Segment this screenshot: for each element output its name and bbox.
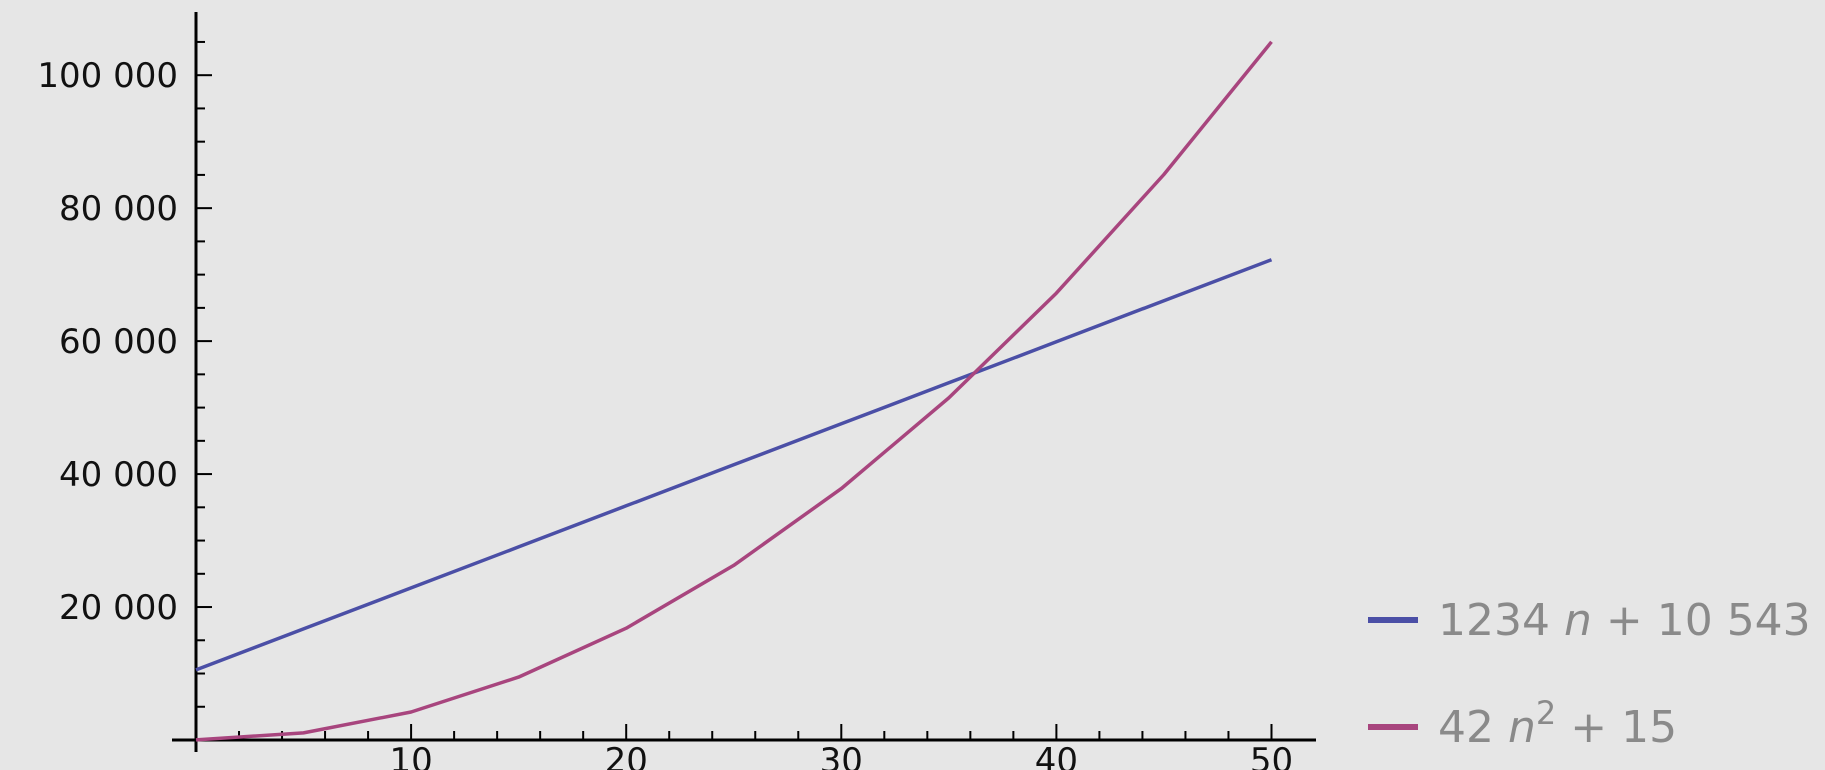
y-tick-label: 40 000 [59, 455, 178, 495]
legend-rest-linear: + 10 543 [1592, 595, 1811, 646]
axes: 10 20 30 40 50 20 000 40 000 60 000 80 000 100 00… [37, 12, 1316, 770]
y-tick-label: 80 000 [59, 189, 178, 229]
legend-item-linear: 1234 n + 10 543 [1368, 595, 1811, 646]
legend-sup-quadratic: 2 [1536, 694, 1556, 732]
legend-var-quadratic: n [1508, 702, 1536, 753]
x-tick-label: 40 [1035, 741, 1078, 770]
y-tick-label: 100 000 [37, 56, 178, 96]
legend-label-quadratic: 42 n2 + 15 [1438, 694, 1677, 753]
legend-coef-linear: 1234 [1438, 595, 1550, 646]
series-line-quadratic [195, 40, 1273, 742]
legend-label-linear: 1234 n + 10 543 [1438, 595, 1811, 646]
x-tick-label: 50 [1250, 741, 1293, 770]
x-tick-label: 10 [389, 741, 432, 770]
y-tick-label: 20 000 [59, 588, 178, 628]
y-tick-label: 60 000 [59, 322, 178, 362]
legend: 1234 n + 10 543 42 n2 + 15 [1368, 595, 1811, 753]
x-tick-label: 30 [820, 741, 863, 770]
x-tick-label: 20 [605, 741, 648, 770]
legend-coef-quadratic: 42 [1438, 702, 1494, 753]
legend-item-quadratic: 42 n2 + 15 [1368, 694, 1677, 753]
legend-var-linear: n [1564, 595, 1592, 646]
series-layer [195, 40, 1273, 742]
legend-rest-quadratic: + 15 [1556, 702, 1677, 753]
series-line-linear [195, 258, 1273, 672]
